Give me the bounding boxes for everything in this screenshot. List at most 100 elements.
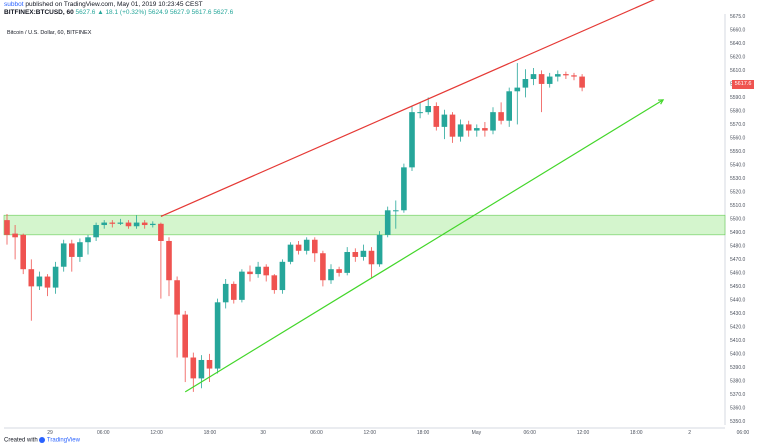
price-axis-label: 5560.0: [730, 136, 746, 142]
time-axis-label: 2: [688, 430, 691, 436]
price-axis-label: 5580.0: [730, 109, 746, 115]
candle-body: [303, 239, 310, 251]
ohlc-values: 5627.6 ▲ 18.1 (+0.32%) 5624.9 5627.9 561…: [75, 9, 234, 16]
candle-body: [579, 76, 585, 88]
chart-subtitle: Bitcoin / U.S. Dollar, 60, BITFINEX: [7, 30, 92, 36]
candle-body: [28, 269, 35, 287]
candle-body: [12, 233, 18, 238]
candle-body: [198, 359, 205, 379]
candle-body: [482, 128, 488, 131]
time-axis-label: 18:00: [204, 430, 217, 436]
candle-body: [117, 222, 124, 224]
tradingview-logo-icon: [39, 437, 46, 443]
candle-body: [449, 114, 456, 137]
candle-body: [563, 74, 569, 76]
price-axis-label: 5500.0: [730, 217, 746, 223]
time-axis-label: 30: [260, 430, 266, 436]
candle-body: [287, 244, 294, 262]
candle-body: [555, 74, 561, 77]
candle-body: [433, 106, 440, 127]
candle-body: [295, 244, 302, 251]
price-axis-label: 5590.0: [730, 95, 746, 101]
candle-body: [214, 302, 221, 369]
time-axis-label: 12:00: [577, 430, 590, 436]
candle-body: [538, 74, 545, 84]
price-axis-label: 5410.0: [730, 338, 746, 344]
price-axis-label: 5350.0: [730, 419, 746, 425]
time-axis-label: 18:00: [630, 430, 643, 436]
candle-body: [401, 167, 407, 211]
candle-body: [182, 314, 188, 358]
price-axis-label: 5370.0: [730, 392, 746, 398]
support-arrow-icon: [658, 99, 665, 105]
candle-body: [4, 220, 10, 235]
price-axis-label: 5380.0: [730, 379, 746, 385]
price-axis-label: 5490.0: [730, 230, 746, 236]
price-axis-label: 5550.0: [730, 149, 746, 155]
price-axis-label: 5675.0: [730, 14, 746, 20]
candle-body: [368, 250, 375, 265]
candle-body: [312, 239, 318, 254]
candle-body: [206, 359, 213, 369]
publish-header: subbot published on TradingView.com, May…: [4, 1, 203, 9]
candle-body: [141, 222, 148, 226]
support-trendline: [184, 99, 664, 393]
symbol-line: BITFINEX:BTCUSD, 60 5627.6 ▲ 18.1 (+0.32…: [4, 9, 233, 17]
price-axis-label: 5450.0: [730, 284, 746, 290]
price-axis-label: 5510.0: [730, 203, 746, 209]
candle-body: [530, 74, 537, 80]
candle-body: [465, 124, 472, 131]
time-axis-label: 18:00: [417, 430, 430, 436]
candle-body: [222, 283, 229, 303]
candle-body: [490, 112, 496, 131]
candle-body: [384, 210, 391, 235]
symbol-name: BITFINEX:BTCUSD, 60: [4, 9, 74, 16]
time-axis-label: 12:00: [364, 430, 377, 436]
price-axis-label: 5430.0: [730, 311, 746, 317]
candle-body: [263, 266, 269, 276]
candle-body: [231, 283, 237, 300]
footer-brand[interactable]: TradingView: [46, 437, 80, 444]
last-price-badge: 5617.6: [732, 80, 754, 89]
candle-body: [320, 253, 326, 281]
candle-body: [522, 79, 529, 88]
price-axis-label: 5480.0: [730, 244, 746, 250]
candle-body: [69, 243, 75, 257]
publisher-username[interactable]: subbot: [4, 1, 24, 8]
candle-body: [441, 114, 448, 127]
price-axis-label: 5640.0: [730, 41, 746, 47]
candle-body: [328, 269, 334, 281]
time-axis-label: 06:00: [523, 430, 536, 436]
price-axis-label: 5570.0: [730, 122, 746, 128]
price-axis-label: 5660.0: [730, 28, 746, 34]
candle-body: [174, 280, 180, 315]
candle-body: [247, 271, 253, 275]
candle-body: [393, 210, 399, 212]
candle-body: [20, 234, 26, 270]
time-axis-label: 29: [47, 430, 53, 436]
time-axis-label: May: [472, 430, 482, 436]
candle-body: [36, 276, 43, 287]
candle-body: [457, 124, 464, 137]
candle-body: [85, 237, 91, 243]
time-axis-label: 06:00: [737, 430, 750, 436]
footer: Created with TradingView: [4, 437, 80, 444]
candle-body: [125, 222, 132, 227]
candle-body: [77, 242, 83, 257]
candle-body: [133, 222, 140, 227]
candle-body: [344, 252, 350, 273]
candle-body: [474, 128, 480, 131]
footer-prefix: Created with: [4, 437, 38, 444]
candle-body: [190, 357, 197, 379]
candle-body: [417, 112, 423, 114]
candle-body: [44, 276, 51, 288]
price-axis-label: 5440.0: [730, 298, 746, 304]
price-axis-label: 5610.0: [730, 68, 746, 74]
support-zone: [3, 214, 726, 236]
candle-body: [376, 234, 383, 265]
candle-body: [52, 266, 59, 288]
price-axis-label: 5460.0: [730, 271, 746, 277]
candle-body: [514, 87, 521, 92]
candle-body: [166, 240, 172, 281]
